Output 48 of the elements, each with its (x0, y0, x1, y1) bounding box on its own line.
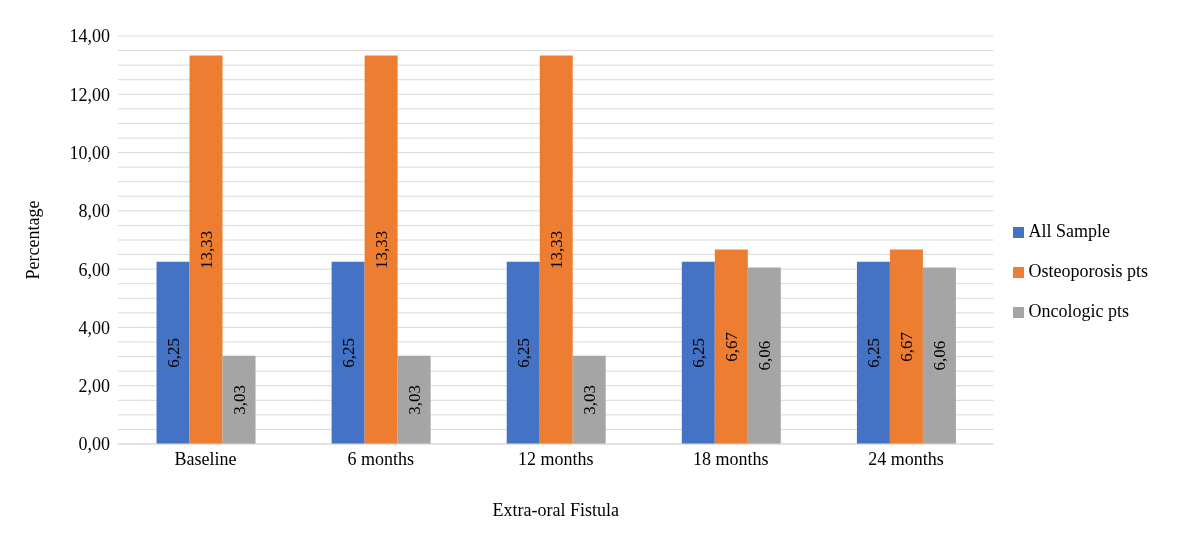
bar (222, 355, 256, 444)
bar (681, 261, 715, 444)
data-label: 3,03 (229, 384, 249, 415)
data-label: 6,25 (688, 338, 708, 368)
bar (922, 267, 956, 444)
data-label: 6,25 (163, 338, 183, 368)
bar (189, 55, 223, 444)
bar (331, 261, 365, 444)
y-tick-label: 8,00 (78, 201, 110, 222)
y-tick-label: 10,00 (69, 142, 110, 163)
y-tick-label: 2,00 (78, 376, 110, 397)
data-label: 6,06 (754, 340, 774, 371)
y-tick-label: 6,00 (78, 259, 110, 280)
data-label: 13,33 (546, 230, 566, 269)
x-tick-label: 24 months (868, 448, 944, 469)
bar (856, 261, 890, 444)
data-label: 3,03 (404, 384, 424, 415)
bar (539, 55, 573, 444)
bar (714, 249, 748, 444)
data-label: 13,33 (371, 230, 391, 269)
bar (747, 267, 781, 444)
legend-label: Osteoporosis pts (1028, 261, 1148, 281)
y-tick-label: 12,00 (69, 84, 110, 105)
x-tick-label: 18 months (693, 448, 769, 469)
x-tick-label: 12 months (517, 448, 594, 469)
bar (156, 261, 190, 444)
legend-label: All Sample (1028, 221, 1110, 241)
y-tick-label: 14,00 (69, 26, 110, 47)
data-label: 6,25 (338, 338, 358, 368)
data-label: 6,67 (896, 331, 916, 362)
data-label: 6,06 (929, 340, 949, 371)
data-label: 3,03 (579, 384, 599, 415)
legend-label: Oncologic pts (1028, 301, 1129, 321)
data-label: 6,25 (863, 338, 883, 368)
data-label: 13,33 (196, 230, 216, 269)
bar (506, 261, 540, 444)
y-axis-title: Percentage (23, 200, 44, 280)
bar (364, 55, 398, 444)
data-label: 6,25 (513, 338, 533, 368)
x-axis-title: Extra-oral Fistula (492, 500, 619, 520)
bar (397, 355, 431, 444)
x-tick-label: 6 months (347, 448, 414, 469)
y-tick-label: 0,00 (78, 434, 110, 455)
x-tick-label: Baseline (174, 448, 237, 469)
y-tick-label: 4,00 (78, 317, 110, 338)
bar (572, 355, 606, 444)
data-label: 6,67 (721, 331, 741, 362)
bar (889, 249, 923, 444)
